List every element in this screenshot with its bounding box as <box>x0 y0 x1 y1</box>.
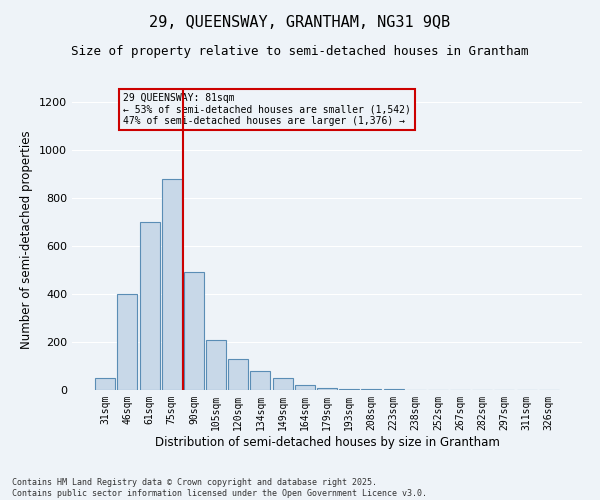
Y-axis label: Number of semi-detached properties: Number of semi-detached properties <box>20 130 34 350</box>
Bar <box>250 371 271 390</box>
Bar <box>228 359 248 390</box>
Text: Contains HM Land Registry data © Crown copyright and database right 2025.
Contai: Contains HM Land Registry data © Crown c… <box>12 478 427 498</box>
Bar <box>118 294 137 390</box>
Bar <box>162 179 182 390</box>
Text: Size of property relative to semi-detached houses in Grantham: Size of property relative to semi-detach… <box>71 45 529 58</box>
Bar <box>272 378 293 390</box>
X-axis label: Distribution of semi-detached houses by size in Grantham: Distribution of semi-detached houses by … <box>155 436 499 448</box>
Bar <box>206 340 226 390</box>
Bar <box>339 389 359 390</box>
Text: 29, QUEENSWAY, GRANTHAM, NG31 9QB: 29, QUEENSWAY, GRANTHAM, NG31 9QB <box>149 15 451 30</box>
Bar <box>140 222 160 390</box>
Bar <box>95 378 115 390</box>
Bar <box>295 385 315 390</box>
Bar <box>184 272 204 390</box>
Bar <box>317 388 337 390</box>
Text: 29 QUEENSWAY: 81sqm
← 53% of semi-detached houses are smaller (1,542)
47% of sem: 29 QUEENSWAY: 81sqm ← 53% of semi-detach… <box>123 93 411 126</box>
